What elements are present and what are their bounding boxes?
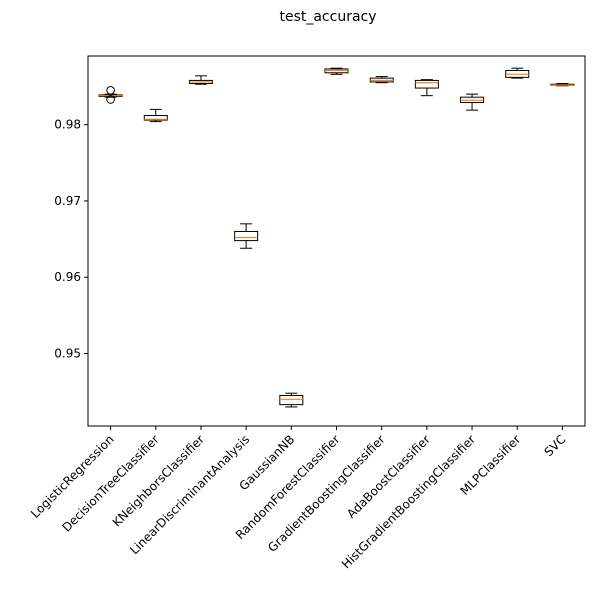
chart-title: test_accuracy [279,9,376,25]
box [414,79,439,89]
y-tick-label: 0.97 [54,194,81,208]
outlier-point [106,86,115,95]
y-tick-label: 0.95 [54,347,81,361]
y-tick-label: 0.98 [54,118,81,132]
outlier-point [106,95,115,104]
y-tick-label: 0.96 [54,270,81,284]
axes-frame [87,55,586,427]
box [143,115,168,121]
box [234,230,259,242]
box [279,394,304,406]
